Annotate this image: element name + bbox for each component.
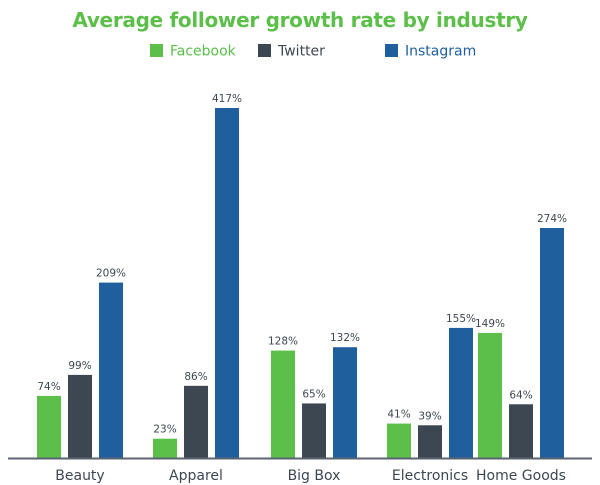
bar-home-goods-instagram [540,228,564,458]
value-label-apparel-facebook: 23% [153,424,176,436]
bar-electronics-twitter [418,425,442,458]
value-label-electronics-facebook: 41% [387,409,410,421]
legend-label-twitter: Twitter [277,44,325,60]
value-labels-group: 74% 99% 209% 23% 86% 417% 128% 65% 132% 41% 39% 155… [37,93,567,436]
bar-home-goods-facebook [478,332,502,458]
bar-beauty-facebook [37,395,61,458]
category-label-big-box: Big Box [288,468,341,484]
category-labels-group: Beauty Apparel Big Box Electronics Home Good… [55,468,566,484]
value-label-electronics-instagram: 155% [446,313,476,325]
value-label-electronics-twitter: 39% [418,410,441,422]
value-label-home-goods-instagram: 274% [537,213,567,225]
bar-big-box-instagram [333,347,357,458]
value-label-big-box-instagram: 132% [330,332,360,344]
value-label-big-box-facebook: 128% [268,336,298,348]
bar-apparel-twitter [184,385,208,458]
value-label-apparel-instagram: 417% [212,93,242,105]
value-label-home-goods-twitter: 64% [509,389,532,401]
legend-swatch-instagram [385,44,398,57]
category-label-beauty: Beauty [55,468,104,484]
legend-label-facebook: Facebook [170,44,237,60]
category-label-apparel: Apparel [169,468,223,484]
chart-title: Average follower growth rate by industry [72,8,528,32]
category-label-home-goods: Home Goods [476,468,566,484]
bar-big-box-facebook [271,350,295,458]
category-label-electronics: Electronics [392,468,468,484]
bar-home-goods-twitter [509,404,533,458]
bar-big-box-twitter [302,403,326,458]
value-label-beauty-twitter: 99% [68,360,91,372]
legend-label-instagram: Instagram [405,44,476,60]
value-label-beauty-facebook: 74% [37,381,60,393]
legend-swatch-facebook [150,44,163,57]
value-label-big-box-twitter: 65% [302,388,325,400]
legend-swatch-twitter [258,44,271,57]
bar-apparel-instagram [215,108,239,458]
legend: Facebook Twitter Instagram [150,44,476,60]
value-label-beauty-instagram: 209% [96,268,126,280]
bar-beauty-twitter [68,374,92,458]
bar-apparel-facebook [153,438,177,458]
bars-group [37,108,564,458]
value-label-apparel-twitter: 86% [184,371,207,383]
bar-beauty-instagram [99,282,123,458]
value-label-home-goods-facebook: 149% [475,318,505,330]
bar-electronics-facebook [387,423,411,458]
bar-electronics-instagram [449,327,473,458]
